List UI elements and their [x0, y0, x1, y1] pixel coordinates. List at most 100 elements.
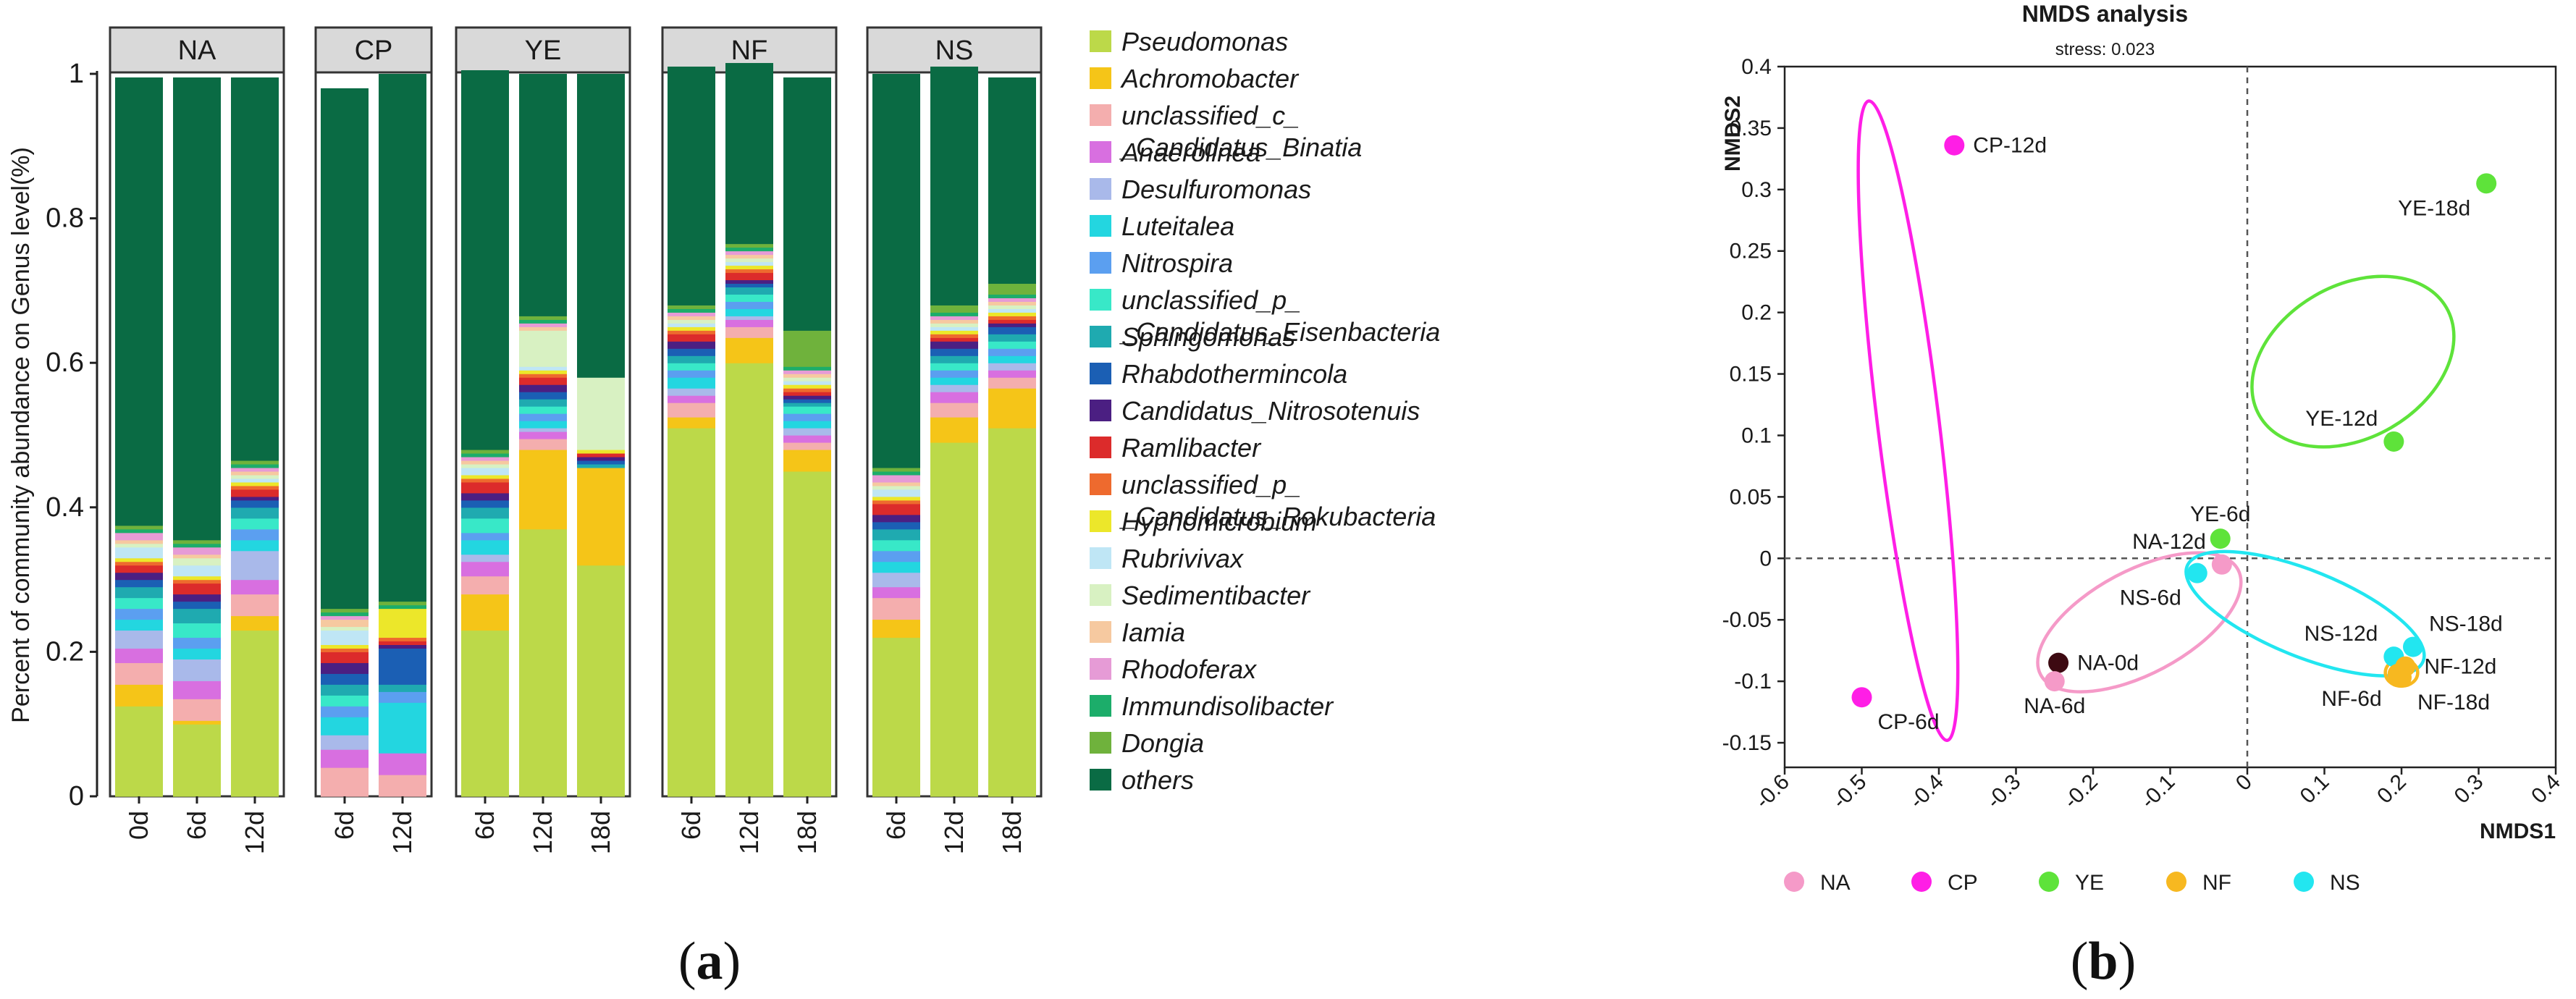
bar-segment: [519, 392, 567, 400]
bar-segment: [783, 370, 831, 374]
bar-segment: [519, 399, 567, 407]
bar-segment: [321, 648, 369, 652]
legend-swatch: [1090, 437, 1111, 458]
bar-segment: [725, 63, 773, 245]
bar-segment: [231, 496, 279, 501]
bar-segment: [725, 337, 773, 363]
bar-segment: [988, 363, 1036, 371]
bar-segment: [668, 312, 715, 316]
x-tick-label: 6d: [881, 811, 911, 840]
bar-segment: [461, 467, 509, 476]
bar-segment: [519, 366, 567, 371]
x-tick-label: -0.6: [1751, 770, 1794, 814]
x-tick-label: 18d: [586, 811, 615, 854]
bar-segment: [872, 619, 920, 638]
facet-strip-label: NF: [731, 35, 768, 66]
y-tick-label: 0.35: [1730, 117, 1772, 140]
legend-marker: [1784, 872, 1804, 892]
bar-segment: [930, 319, 978, 324]
bar-segment: [519, 370, 567, 374]
bar-segment: [930, 370, 978, 378]
bar-segment: [173, 539, 221, 544]
bar-segment: [668, 417, 715, 429]
bar-segment: [783, 366, 831, 371]
bar-segment: [725, 301, 773, 309]
bar-segment: [988, 298, 1036, 302]
legend-label: Sedimentibacter: [1121, 581, 1311, 610]
bar-segment: [115, 539, 163, 544]
bar-segment: [379, 775, 426, 797]
y-tick-label: 0.3: [1741, 178, 1772, 202]
bar-segment: [115, 532, 163, 541]
bar-segment: [725, 363, 773, 797]
data-point-label: NF-18d: [2417, 691, 2490, 715]
bar-segment: [379, 702, 426, 754]
bar-segment: [461, 539, 509, 555]
bar-segment: [231, 528, 279, 541]
bar-segment: [577, 467, 625, 566]
bar-segment: [668, 341, 715, 349]
bar-segment: [173, 576, 221, 581]
legend-label-line: unclassified_p_: [1121, 285, 1301, 315]
bar-segment: [321, 735, 369, 750]
bar-segment: [115, 579, 163, 588]
bar-segment: [783, 377, 831, 382]
facet-strip-label: YE: [525, 35, 562, 66]
bar-segment: [668, 348, 715, 356]
bar-segment: [783, 471, 831, 797]
panel-label-letter: a: [696, 932, 723, 991]
data-point-label: YE-12d: [2305, 407, 2378, 431]
bar-segment: [930, 355, 978, 363]
bar-segment: [930, 341, 978, 349]
bar-segment: [577, 463, 625, 468]
bar-segment: [519, 330, 567, 367]
bar-segment: [988, 294, 1036, 298]
bar-segment: [115, 525, 163, 530]
legend-swatch: [1090, 658, 1111, 680]
legend-label-line: unclassified_c_: [1121, 101, 1300, 130]
data-point-label: YE-18d: [2398, 196, 2470, 220]
y-tick-label: 0.4: [1741, 55, 1772, 79]
bar-segment: [930, 402, 978, 418]
x-tick-label: 6d: [329, 811, 359, 840]
bar-segment: [115, 630, 163, 649]
bar-segment: [115, 543, 163, 548]
bar-segment: [577, 452, 625, 458]
bar-segment: [725, 326, 773, 338]
bar-segment: [872, 474, 920, 483]
data-point: [1944, 135, 1965, 156]
bar-segment: [872, 637, 920, 797]
bar-segment: [930, 312, 978, 316]
bar-segment: [519, 413, 567, 421]
bar-segment: [872, 481, 920, 486]
bar-segment: [577, 460, 625, 465]
bar-segment: [231, 579, 279, 595]
bar-segment: [668, 402, 715, 418]
bar-segment: [321, 695, 369, 707]
bar-segment: [930, 337, 978, 342]
bar-segment: [231, 485, 279, 490]
legend-label-line: _Candidatus_Binatia: [1119, 132, 1362, 162]
bar-segment: [872, 586, 920, 599]
panel-label-paren: ): [723, 932, 741, 991]
legend-swatch: [1090, 695, 1111, 717]
bar-segment: [321, 684, 369, 696]
bar-segment: [930, 348, 978, 356]
bar-segment: [668, 388, 715, 396]
bar-segment: [379, 691, 426, 703]
y-tick-label: 0.05: [1730, 485, 1772, 509]
x-tick-label: -0.3: [1982, 770, 2026, 814]
x-axis-title: NMDS1: [2480, 819, 2556, 843]
bar-segment: [519, 74, 567, 316]
bar-segment: [115, 557, 163, 562]
bar-segment: [872, 597, 920, 620]
bar-segment: [725, 316, 773, 320]
bar-segment: [461, 630, 509, 797]
bar-segment: [231, 478, 279, 483]
panel-label-letter: b: [2088, 932, 2118, 991]
data-point: [2402, 636, 2423, 657]
data-point: [2048, 652, 2069, 673]
bar-segment: [988, 348, 1036, 356]
data-point-label: NA-6d: [2024, 694, 2085, 718]
bar-segment: [173, 637, 221, 649]
